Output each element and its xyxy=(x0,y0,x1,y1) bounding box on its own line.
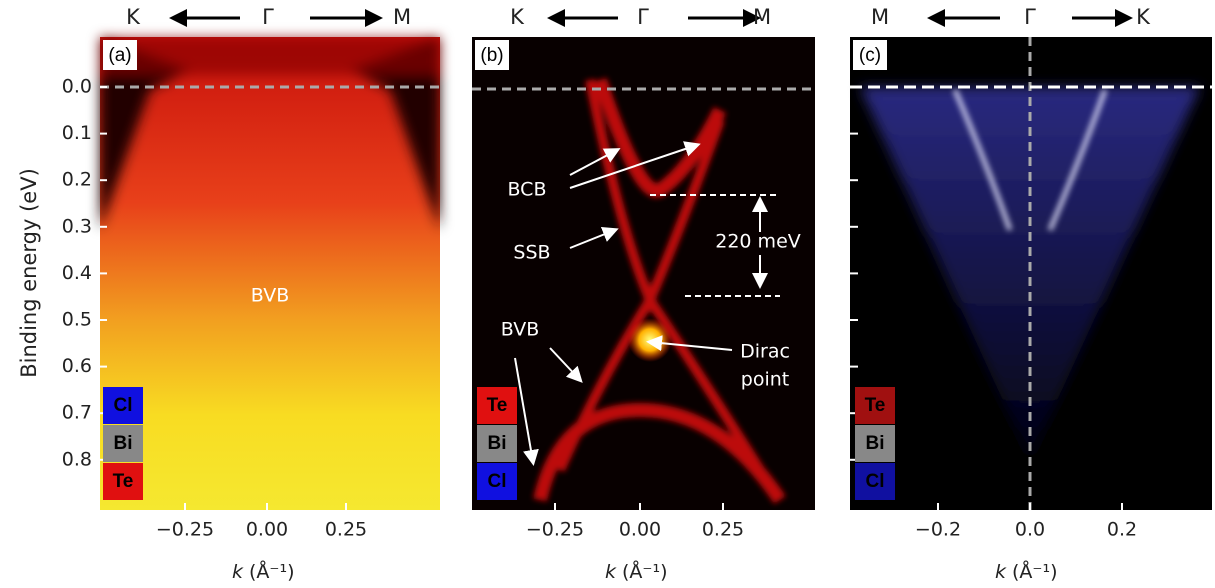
x-axis-symbol: k xyxy=(605,561,617,583)
y-tick-label: 0.4 xyxy=(62,262,92,284)
panel-label: (a) xyxy=(108,45,131,66)
x-tick-label: 0.25 xyxy=(325,519,367,541)
x-axis-label: k(Å⁻¹) xyxy=(232,560,294,583)
x-tick-label: 0.00 xyxy=(246,519,288,541)
x-tick-label: 0.2 xyxy=(1107,519,1137,541)
element-label: Cl xyxy=(114,395,133,416)
annotation: BVB xyxy=(501,319,539,341)
x-axis-symbol: k xyxy=(995,561,1007,583)
y-tick-label: 0.3 xyxy=(62,215,92,237)
y-tick-label: 0.6 xyxy=(62,355,92,377)
element-label: Bi xyxy=(488,433,507,454)
y-tick-label: 0.5 xyxy=(62,309,92,331)
x-tick-label: 0.00 xyxy=(619,519,661,541)
x-axis-label: k(Å⁻¹) xyxy=(605,560,667,583)
panel-label: (c) xyxy=(859,45,881,66)
direction-label: M xyxy=(871,5,889,29)
annotation: Dirac xyxy=(740,341,790,363)
x-axis-unit: (Å⁻¹) xyxy=(622,560,667,583)
direction-label: Γ xyxy=(637,5,649,29)
y-tick-label: 0.0 xyxy=(62,76,92,98)
y-tick-label: 0.2 xyxy=(62,169,92,191)
direction-label: Γ xyxy=(1024,5,1036,29)
y-axis-label: Binding energy (eV) xyxy=(17,168,41,378)
x-tick-label: −0.25 xyxy=(526,519,584,541)
x-axis-unit: (Å⁻¹) xyxy=(249,560,294,583)
panel-label: (b) xyxy=(480,45,503,66)
annotation: point xyxy=(741,369,789,391)
x-axis-symbol: k xyxy=(232,561,244,583)
y-tick-label: 0.1 xyxy=(62,122,92,144)
figure: Binding energy (eV) 0.0 0.1 0.2 0.3 0.4 0.5 0.… xyxy=(0,0,1215,588)
x-axis-label: k(Å⁻¹) xyxy=(995,560,1057,583)
annotation: SSB xyxy=(513,242,550,264)
x-tick-label: 0.25 xyxy=(702,519,744,541)
x-tick-label: 0.0 xyxy=(1015,519,1045,541)
x-tick-label: −0.2 xyxy=(915,519,961,541)
element-label: Te xyxy=(487,395,508,416)
x-tick-label: −0.25 xyxy=(156,519,214,541)
x-axis-unit: (Å⁻¹) xyxy=(1012,560,1057,583)
element-label: Bi xyxy=(866,433,885,454)
y-tick-label: 0.7 xyxy=(62,402,92,424)
element-label: Te xyxy=(113,471,134,492)
element-label: Cl xyxy=(488,471,507,492)
element-label: Bi xyxy=(114,433,133,454)
direction-label: Γ xyxy=(262,5,274,29)
y-tick-label: 0.8 xyxy=(62,448,92,470)
element-label: Cl xyxy=(866,471,885,492)
annotation: 220 meV xyxy=(715,231,801,253)
direction-label: M xyxy=(753,5,771,29)
direction-label: K xyxy=(1136,5,1151,29)
annotation: BCB xyxy=(507,179,546,201)
annotation: BVB xyxy=(251,285,289,307)
direction-label: M xyxy=(393,5,411,29)
direction-label: K xyxy=(126,5,141,29)
direction-label: K xyxy=(510,5,525,29)
element-label: Te xyxy=(865,395,886,416)
